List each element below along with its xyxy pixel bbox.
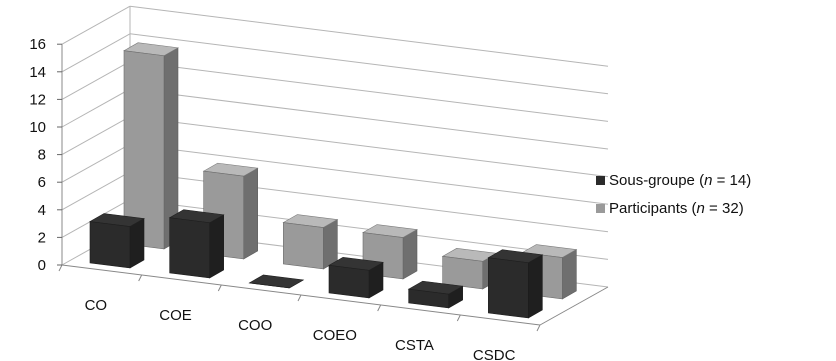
- y-tick-label: 14: [29, 64, 46, 81]
- x-tick-label: CO: [85, 297, 108, 314]
- legend-n-symbol: n: [704, 171, 713, 189]
- bar-sous-groupe-0: [89, 213, 145, 269]
- y-axis-ticks: 0 2 4 6 8 10 12 14 16: [29, 36, 62, 274]
- bar-sous-groupe-1-side: [209, 214, 224, 279]
- wall-gridline: [61, 143, 131, 183]
- x-tick-mark: [58, 264, 63, 272]
- x-tick-mark: [297, 294, 302, 302]
- legend-swatch-participants: [596, 203, 605, 213]
- bar-sous-groupe-4-front: [408, 288, 449, 309]
- bars: [89, 42, 578, 319]
- bar-participants-5-side: [562, 249, 577, 300]
- wall-gridline: [61, 60, 131, 100]
- legend-item-sous-groupe: Sous-groupe (n = 14): [596, 166, 751, 194]
- bar-sous-groupe-0-side: [129, 218, 145, 269]
- x-tick-mark: [456, 314, 461, 322]
- bar-sous-groupe-3-front: [328, 264, 370, 299]
- bar-participants-0-front: [123, 50, 165, 250]
- bar-sous-groupe-3: [328, 257, 384, 299]
- y-tick-label: 8: [38, 147, 46, 164]
- legend-n-value: 14: [729, 171, 747, 189]
- legend-label-participants: Participants: [609, 199, 688, 217]
- bar-participants-4-front: [442, 255, 483, 290]
- x-tick-label: COO: [238, 317, 272, 334]
- bar-participants-1-side: [243, 167, 258, 260]
- y-tick-label: 4: [38, 202, 46, 219]
- gridline: [129, 60, 609, 122]
- y-tick-label: 12: [29, 91, 46, 108]
- y-tick-label: 6: [38, 174, 46, 191]
- gridline: [129, 116, 609, 178]
- bar-sous-groupe-2: [248, 274, 305, 289]
- x-tick-mark: [377, 304, 382, 312]
- x-tick-label: CSDC: [473, 347, 516, 361]
- wall-gridline: [61, 116, 131, 156]
- gridlines: [61, 5, 609, 288]
- y-tick-label: 10: [29, 119, 46, 136]
- wall-gridline: [61, 5, 131, 45]
- bar-participants-3-side: [402, 229, 418, 280]
- x-axis-labels: CO COE COO COEO CSTA CSDC: [85, 297, 516, 361]
- bar-sous-groupe-5: [487, 249, 544, 319]
- wall-gridline: [61, 171, 131, 211]
- gridline: [129, 33, 609, 95]
- bar-sous-groupe-1: [168, 209, 225, 279]
- bar-participants-3: [362, 224, 418, 280]
- x-tick-label: COEO: [313, 327, 357, 344]
- legend-swatch-sous-groupe: [596, 175, 605, 185]
- bar-sous-groupe-5-side: [528, 254, 543, 319]
- bar-sous-groupe-4: [407, 280, 464, 309]
- legend-n-value: 32: [722, 199, 739, 217]
- bar-participants-0: [123, 42, 179, 250]
- legend-item-participants: Participants (n = 32): [596, 194, 751, 222]
- gridline: [129, 88, 609, 150]
- bar-sous-groupe-0-front: [89, 221, 131, 269]
- legend: Sous-groupe (n = 14) Participants (n = 3…: [596, 166, 751, 222]
- gridline: [129, 143, 609, 205]
- gridline: [129, 5, 609, 67]
- x-tick-label: CSTA: [395, 337, 434, 354]
- chart-walls: [58, 6, 609, 332]
- bar-participants-2-front: [283, 222, 324, 270]
- bar-sous-groupe-2-top: [248, 274, 305, 289]
- bar-sous-groupe-5-front: [488, 257, 529, 319]
- y-tick-label: 16: [29, 36, 46, 53]
- y-tick-label: 0: [38, 257, 46, 274]
- bar-sous-groupe-2-front: [249, 282, 290, 289]
- legend-label-sous-groupe: Sous-groupe: [609, 171, 695, 189]
- x-tick-mark: [217, 284, 222, 292]
- bar-participants-2: [282, 214, 339, 270]
- bar-sous-groupe-1-front: [169, 217, 210, 279]
- x-tick-mark: [536, 324, 541, 332]
- legend-n-symbol: n: [696, 199, 705, 217]
- x-tick-mark: [138, 274, 143, 282]
- wall-gridline: [61, 88, 131, 128]
- y-tick-label: 2: [38, 229, 46, 246]
- wall-gridline: [61, 33, 131, 73]
- x-tick-label: COE: [159, 307, 192, 324]
- floor-right-edge: [539, 286, 609, 326]
